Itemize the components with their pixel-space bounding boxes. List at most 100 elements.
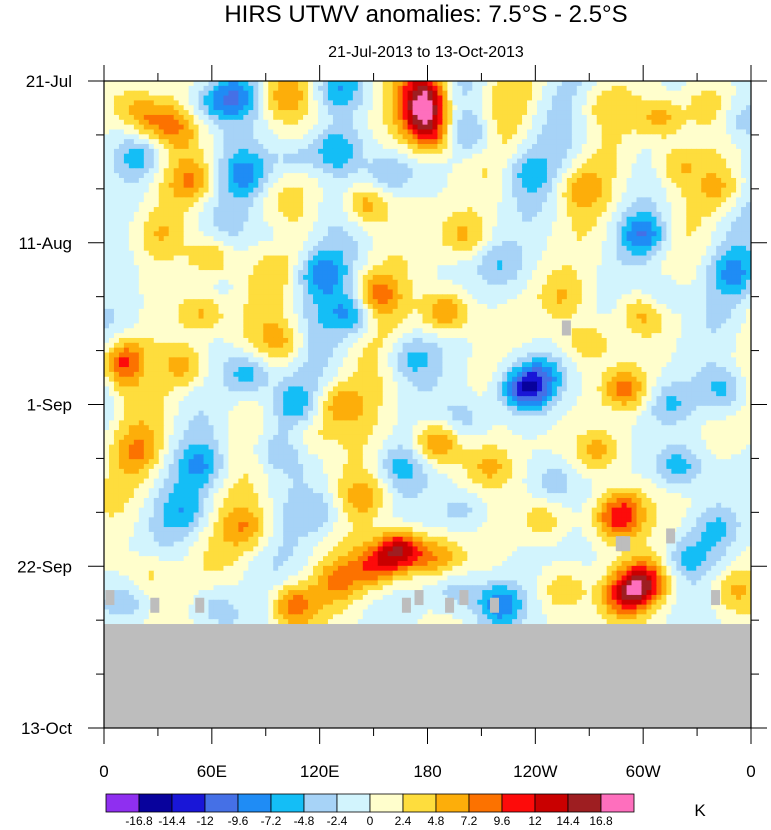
field-cell (203, 177, 210, 184)
field-cell (387, 95, 394, 101)
field-cell (402, 202, 409, 208)
field-cell (193, 202, 200, 208)
field-cell (497, 255, 503, 261)
field-cell (248, 100, 254, 106)
field-cell (546, 260, 553, 266)
field-cell (108, 124, 115, 131)
field-cell (258, 197, 264, 203)
field-cell (576, 221, 583, 228)
field-cell (108, 129, 115, 135)
field-cell (487, 192, 493, 198)
field-cell (621, 260, 628, 266)
field-cell (517, 119, 523, 126)
field-cell (293, 231, 299, 237)
field-cell (113, 144, 120, 150)
field-cell (372, 134, 379, 140)
field-cell (412, 100, 419, 106)
field-cell (273, 90, 279, 97)
field-cell (596, 241, 603, 247)
field-cell (502, 95, 508, 101)
field-cell (233, 153, 239, 160)
field-cell (517, 168, 523, 174)
field-cell (367, 158, 374, 165)
field-cell (482, 221, 488, 228)
field-cell (576, 100, 583, 106)
field-cell (153, 134, 160, 140)
field-cell (561, 105, 568, 111)
field-cell (318, 265, 324, 271)
field-cell (532, 119, 538, 126)
field-cell (213, 100, 220, 106)
field-cell (442, 110, 449, 116)
field-cell (293, 260, 299, 266)
field-cell (248, 114, 254, 121)
field-cell (223, 173, 230, 179)
field-cell (377, 260, 384, 266)
field-cell (352, 168, 359, 174)
field-cell (656, 177, 663, 184)
field-cell (337, 192, 344, 198)
field-cell (318, 144, 324, 150)
field-cell (113, 168, 120, 174)
field-cell (606, 129, 613, 135)
field-cell (332, 163, 339, 169)
field-cell (238, 119, 244, 126)
field-cell (183, 134, 190, 140)
field-cell (561, 110, 568, 116)
field-cell (318, 202, 324, 208)
field-cell (412, 139, 419, 145)
field-cell (387, 124, 394, 131)
field-cell (273, 153, 279, 160)
field-cell (492, 129, 498, 135)
field-cell (472, 158, 478, 165)
field-cell (128, 177, 135, 184)
field-cell (551, 241, 558, 247)
field-cell (696, 124, 702, 131)
field-cell (631, 95, 638, 101)
field-cell (666, 245, 672, 252)
field-cell (382, 197, 389, 203)
field-cell (233, 110, 239, 116)
field-cell (621, 197, 628, 203)
field-cell (183, 144, 190, 150)
field-cell (556, 231, 563, 237)
field-cell (556, 139, 563, 145)
field-cell (432, 85, 439, 92)
field-cell (402, 250, 409, 257)
field-cell (143, 144, 150, 150)
field-cell (691, 207, 697, 213)
field-cell (746, 95, 751, 101)
field-cell (556, 153, 563, 160)
field-cell (711, 226, 717, 232)
field-cell (288, 202, 294, 208)
field-cell (641, 134, 648, 140)
field-cell (691, 245, 697, 252)
field-cell (332, 192, 339, 198)
field-cell (178, 105, 185, 111)
field-cell (223, 139, 230, 145)
field-cell (233, 192, 239, 198)
field-cell (676, 114, 682, 121)
field-cell (193, 90, 200, 97)
field-cell (104, 207, 110, 213)
field-cell (218, 197, 225, 203)
field-cell (741, 144, 747, 150)
field-cell (402, 236, 409, 242)
field-cell (437, 100, 444, 106)
field-cell (681, 148, 687, 155)
field-cell (303, 129, 309, 135)
field-cell (442, 221, 449, 228)
field-cell (293, 100, 299, 106)
field-cell (283, 245, 289, 252)
field-cell (198, 255, 205, 261)
field-cell (546, 134, 553, 140)
field-cell (636, 110, 643, 116)
field-cell (278, 182, 284, 189)
field-cell (621, 114, 628, 121)
field-cell (651, 158, 658, 165)
field-cell (163, 124, 170, 131)
field-cell (502, 173, 508, 179)
field-cell (332, 153, 339, 160)
field-cell (268, 192, 274, 198)
field-cell (536, 173, 543, 179)
